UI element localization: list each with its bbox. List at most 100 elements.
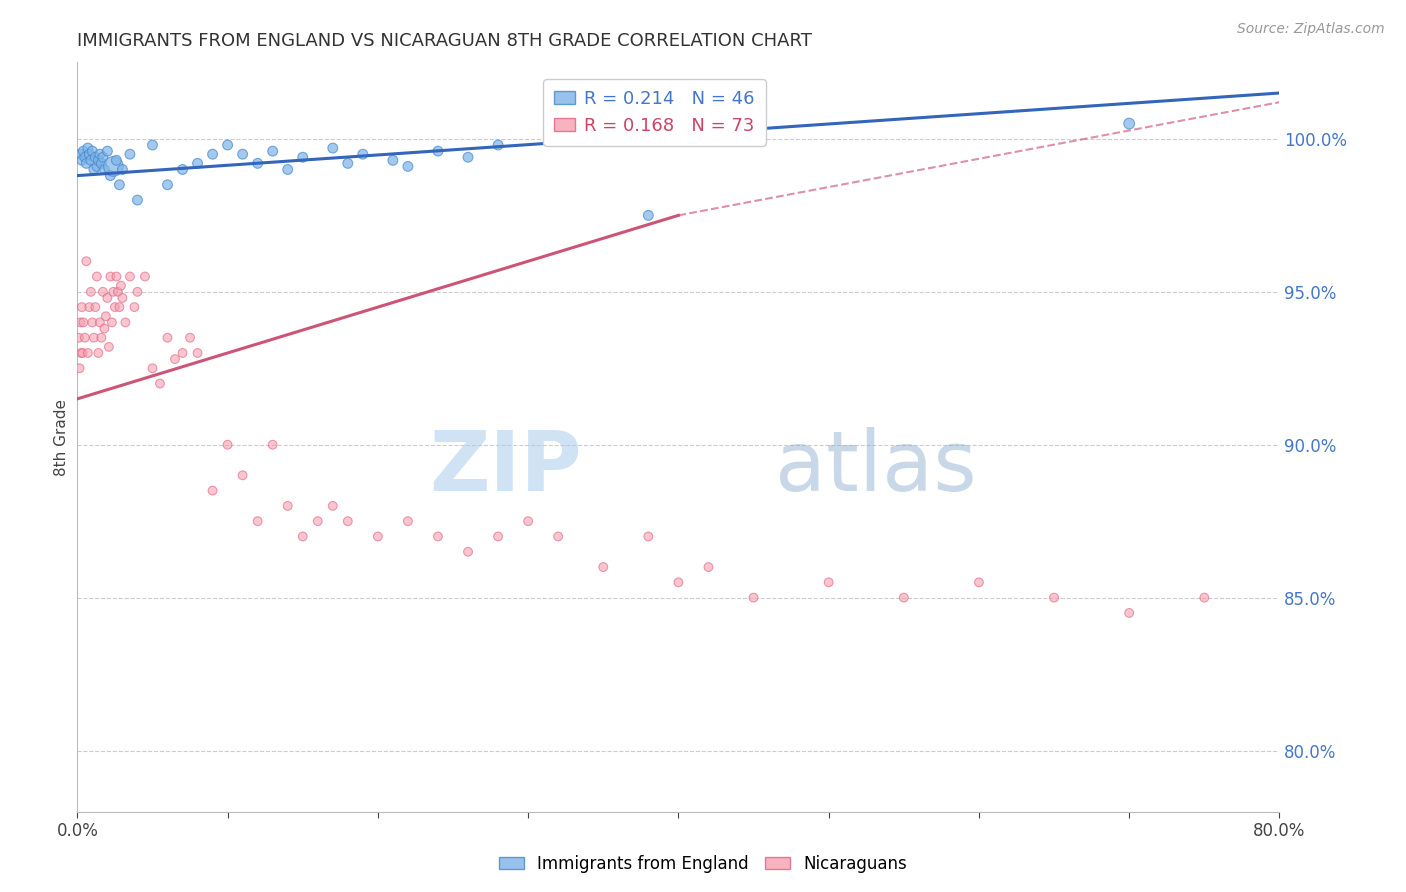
Text: atlas: atlas: [775, 426, 976, 508]
Legend: Immigrants from England, Nicaraguans: Immigrants from England, Nicaraguans: [492, 848, 914, 880]
Point: [322, 141, 344, 155]
Point: [86, 160, 108, 174]
Point: [217, 438, 239, 452]
Point: [141, 138, 163, 153]
Point: [86, 269, 108, 284]
Point: [232, 147, 254, 161]
Point: [592, 560, 614, 574]
Point: [246, 514, 269, 528]
Point: [742, 591, 765, 605]
Point: [80, 153, 103, 168]
Point: [82, 144, 104, 158]
Legend: R = 0.214   N = 46, R = 0.168   N = 73: R = 0.214 N = 46, R = 0.168 N = 73: [543, 79, 766, 145]
Point: [75, 254, 97, 268]
Point: [156, 178, 179, 192]
Point: [336, 514, 359, 528]
Point: [70, 300, 93, 314]
Point: [336, 156, 359, 170]
Y-axis label: 8th Grade: 8th Grade: [53, 399, 69, 475]
Point: [76, 141, 98, 155]
Point: [94, 310, 117, 324]
Point: [87, 346, 110, 360]
Point: [396, 160, 419, 174]
Point: [108, 300, 131, 314]
Point: [217, 138, 239, 153]
Point: [486, 529, 509, 543]
Point: [73, 331, 96, 345]
Point: [105, 153, 128, 168]
Point: [101, 315, 124, 329]
Point: [72, 315, 94, 329]
Point: [73, 150, 96, 164]
Point: [75, 156, 97, 170]
Point: [967, 575, 990, 590]
Point: [79, 147, 101, 161]
Point: [108, 178, 131, 192]
Point: [127, 193, 149, 207]
Point: [149, 376, 172, 391]
Point: [93, 162, 115, 177]
Point: [103, 285, 125, 299]
Point: [457, 150, 479, 164]
Point: [82, 315, 104, 329]
Point: [637, 529, 659, 543]
Point: [172, 346, 194, 360]
Point: [246, 156, 269, 170]
Point: [107, 285, 129, 299]
Point: [427, 529, 450, 543]
Point: [232, 468, 254, 483]
Point: [457, 545, 479, 559]
Point: [381, 153, 404, 168]
Point: [83, 331, 105, 345]
Point: [637, 208, 659, 222]
Point: [104, 300, 127, 314]
Point: [69, 315, 91, 329]
Point: [1194, 591, 1216, 605]
Point: [91, 285, 114, 299]
Point: [72, 346, 94, 360]
Point: [134, 269, 156, 284]
Point: [96, 291, 118, 305]
Point: [141, 361, 163, 376]
Point: [90, 331, 112, 345]
Point: [277, 162, 299, 177]
Point: [486, 138, 509, 153]
Point: [396, 514, 419, 528]
Point: [97, 340, 120, 354]
Point: [1118, 606, 1140, 620]
Point: [96, 144, 118, 158]
Point: [124, 300, 146, 314]
Point: [1043, 591, 1066, 605]
Point: [84, 150, 107, 164]
Point: [668, 575, 690, 590]
Point: [111, 162, 134, 177]
Point: [114, 315, 136, 329]
Point: [89, 147, 111, 161]
Point: [100, 169, 122, 183]
Point: [118, 147, 141, 161]
Point: [179, 331, 201, 345]
Point: [893, 591, 915, 605]
Point: [89, 315, 111, 329]
Point: [80, 285, 103, 299]
Point: [91, 150, 114, 164]
Point: [118, 269, 141, 284]
Point: [817, 575, 839, 590]
Point: [105, 269, 128, 284]
Point: [100, 269, 122, 284]
Point: [67, 331, 90, 345]
Point: [156, 331, 179, 345]
Point: [163, 352, 186, 367]
Point: [367, 529, 389, 543]
Point: [517, 514, 540, 528]
Point: [79, 300, 101, 314]
Point: [69, 361, 91, 376]
Point: [110, 278, 132, 293]
Point: [103, 160, 125, 174]
Point: [201, 147, 224, 161]
Point: [70, 346, 93, 360]
Point: [291, 529, 314, 543]
Point: [76, 346, 98, 360]
Point: [277, 499, 299, 513]
Point: [93, 321, 115, 335]
